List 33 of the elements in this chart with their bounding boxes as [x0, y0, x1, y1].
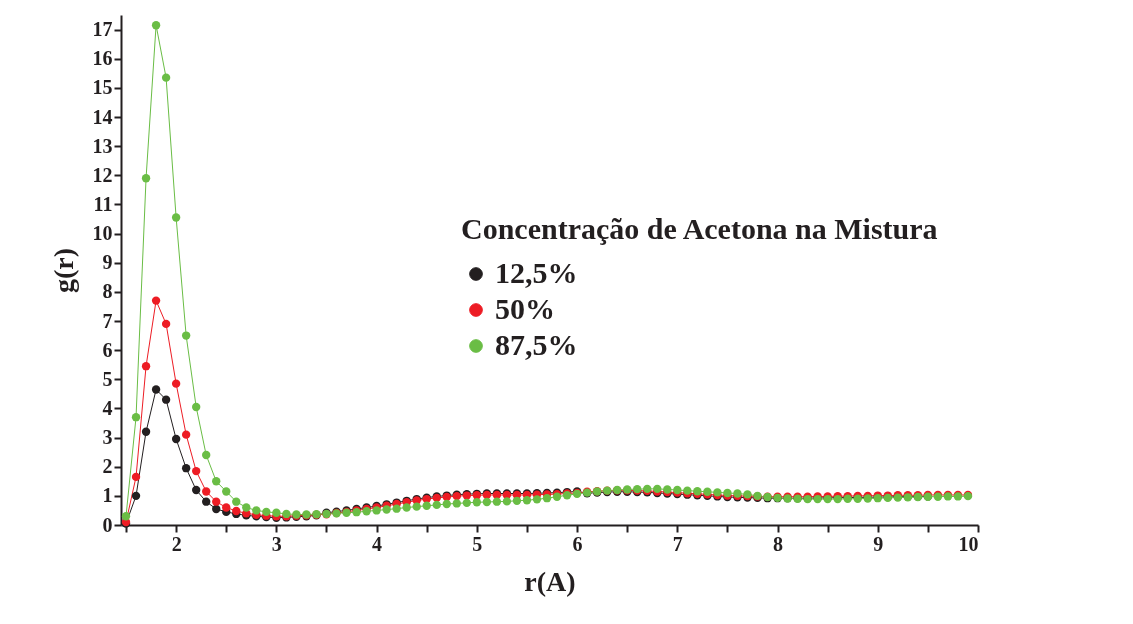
- y-tick-label: 8: [102, 280, 113, 303]
- y-tick-label: 9: [102, 251, 113, 274]
- legend-label: 87,5%: [495, 328, 578, 361]
- y-tick-label: 15: [92, 76, 113, 99]
- x-tick-label: 6: [572, 532, 583, 555]
- y-tick-label: 14: [92, 105, 113, 128]
- x-tick-label: 3: [271, 532, 282, 555]
- y-tick-label: 1: [102, 484, 113, 507]
- y-tick-label: 10: [92, 222, 113, 245]
- legend-title: Concentração de Acetona na Mistura: [461, 212, 938, 245]
- y-tick-label: 3: [102, 426, 113, 449]
- y-tick-label: 12: [92, 163, 113, 186]
- y-axis-title: g(r): [47, 247, 79, 294]
- y-tick-label: 5: [102, 367, 113, 390]
- x-tick-label: 4: [372, 532, 383, 555]
- legend-label: 12,5%: [495, 256, 578, 289]
- legend-label: 50%: [495, 292, 555, 325]
- x-axis-title: r(A): [524, 565, 576, 597]
- y-tick-label: 0: [102, 513, 113, 536]
- x-tick-label: 10: [958, 532, 979, 555]
- x-tick-label: 7: [672, 532, 683, 555]
- x-tick-label: 9: [873, 532, 884, 555]
- y-tick-label: 11: [93, 192, 113, 215]
- y-tick-label: 2: [102, 455, 113, 478]
- x-tick-label: 2: [171, 532, 182, 555]
- y-tick-label: 13: [92, 134, 113, 157]
- x-tick-label: 8: [773, 532, 784, 555]
- y-tick-label: 6: [102, 338, 113, 361]
- y-tick-label: 16: [92, 47, 113, 70]
- x-tick-label: 5: [472, 532, 483, 555]
- y-tick-label: 7: [102, 309, 113, 332]
- y-tick-label: 4: [102, 396, 113, 419]
- y-tick-label: 17: [92, 18, 113, 41]
